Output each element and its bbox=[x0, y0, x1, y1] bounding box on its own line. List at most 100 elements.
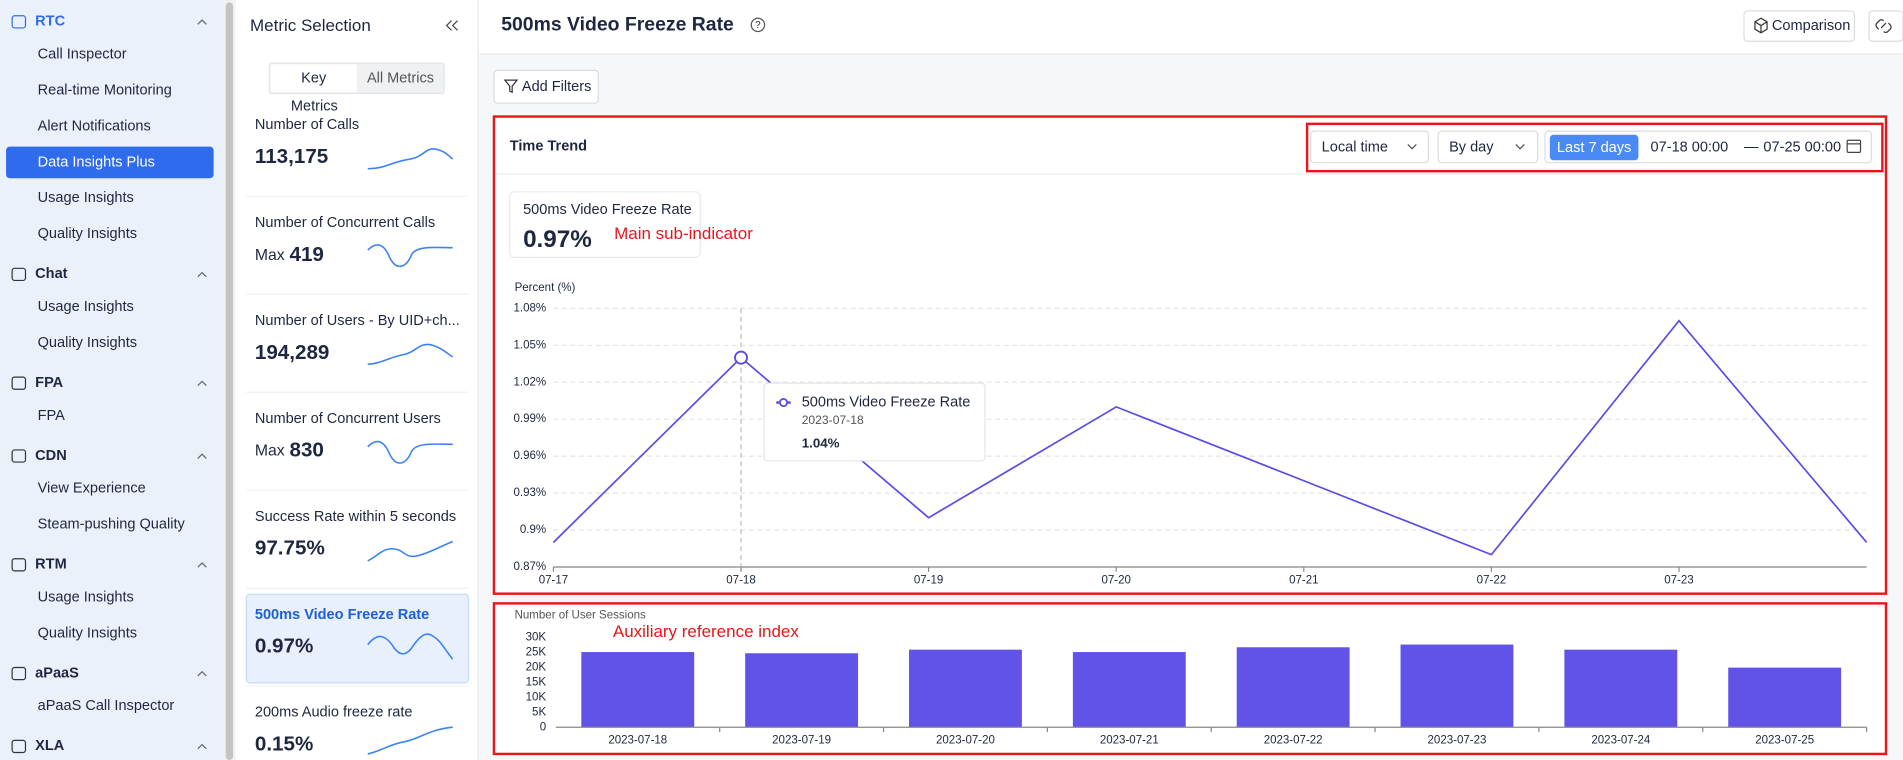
y-tick-label: 25K bbox=[526, 646, 547, 658]
sparkline bbox=[367, 148, 454, 170]
highlight-box bbox=[1305, 122, 1884, 173]
metric-number: 419 bbox=[290, 243, 324, 266]
section-label: Metrics bbox=[291, 99, 338, 115]
group-title[interactable]: RTC bbox=[35, 14, 65, 30]
y-tick-label: 0.9% bbox=[520, 524, 546, 536]
comparison-button[interactable] bbox=[1743, 10, 1856, 42]
group-title[interactable]: Chat bbox=[35, 266, 67, 282]
nav-item[interactable]: Real-time Monitoring bbox=[38, 82, 172, 98]
calendar-icon bbox=[1846, 139, 1862, 153]
group-icon bbox=[11, 666, 27, 681]
tooltip-legend-dot bbox=[778, 397, 789, 408]
timezone-select[interactable] bbox=[1310, 130, 1430, 164]
metric-number: 0.15% bbox=[255, 733, 313, 756]
nav-item[interactable]: Usage Insights bbox=[38, 299, 134, 315]
x-tick-label: 07-18 bbox=[726, 574, 755, 586]
highlight-box bbox=[492, 115, 1888, 595]
help-icon[interactable] bbox=[750, 17, 766, 33]
group-title[interactable]: CDN bbox=[35, 448, 67, 464]
metric-name[interactable]: Success Rate within 5 seconds bbox=[255, 509, 456, 525]
metric-value: Max 830 bbox=[255, 439, 324, 462]
tab[interactable]: Key bbox=[301, 71, 327, 87]
sub-indicator-card[interactable] bbox=[509, 191, 701, 258]
y-axis-title: Percent (%) bbox=[515, 282, 576, 294]
sub-indicator-value: 0.97% bbox=[523, 226, 592, 253]
group-icon bbox=[11, 739, 27, 754]
sparkline bbox=[367, 726, 453, 755]
link-icon bbox=[1875, 19, 1892, 34]
nav-item-active bbox=[6, 146, 214, 179]
metric-name[interactable]: Number of Calls bbox=[255, 117, 359, 133]
x-tick-label: 2023-07-22 bbox=[1264, 735, 1323, 747]
nav-item[interactable]: FPA bbox=[38, 408, 66, 424]
range-start: 07-18 00:00 bbox=[1651, 139, 1729, 155]
group-chevron[interactable] bbox=[197, 380, 207, 387]
nav-item[interactable]: Data Insights Plus bbox=[38, 154, 155, 170]
nav-item[interactable]: Call Inspector bbox=[38, 46, 127, 62]
scrollbar-thumb[interactable] bbox=[225, 2, 234, 760]
group-title[interactable]: XLA bbox=[35, 738, 65, 754]
metric-prefix: Max bbox=[255, 247, 285, 264]
tab-active[interactable] bbox=[270, 64, 357, 93]
sidebar bbox=[0, 0, 224, 760]
nav-item[interactable]: Alert Notifications bbox=[38, 118, 151, 134]
group-chevron[interactable] bbox=[197, 271, 207, 278]
metric-name[interactable]: 500ms Video Freeze Rate bbox=[255, 607, 429, 623]
x-tick-label: 2023-07-23 bbox=[1428, 735, 1487, 747]
add-filters-button[interactable] bbox=[493, 69, 599, 104]
nav-item[interactable]: Usage Insights bbox=[38, 589, 134, 605]
cube-icon bbox=[1754, 17, 1768, 34]
metric-value: 0.15% bbox=[255, 733, 313, 756]
nav-item[interactable]: Quality Insights bbox=[38, 335, 137, 351]
group-title[interactable]: FPA bbox=[35, 375, 64, 391]
metric-number: 97.75% bbox=[255, 537, 325, 560]
x-tick-label: 07-20 bbox=[1101, 574, 1130, 586]
y-axis-title: Number of User Sessions bbox=[515, 610, 646, 622]
y-tick-label: 0 bbox=[540, 721, 546, 733]
sparkline bbox=[367, 540, 453, 562]
metric-number: 194,289 bbox=[255, 341, 330, 364]
metric-value: 113,175 bbox=[255, 145, 328, 168]
group-chevron[interactable] bbox=[197, 453, 207, 459]
y-tick-label: 1.02% bbox=[513, 376, 546, 388]
y-tick-label: 0.96% bbox=[513, 450, 546, 462]
collapse-icon[interactable] bbox=[445, 20, 458, 31]
group-chevron[interactable] bbox=[197, 743, 207, 750]
bar bbox=[1400, 644, 1514, 728]
y-tick-label: 20K bbox=[526, 661, 547, 673]
sparkline bbox=[367, 343, 454, 366]
tooltip-value: 1.04% bbox=[802, 435, 840, 450]
bar bbox=[745, 653, 859, 728]
nav-item[interactable]: Quality Insights bbox=[38, 625, 137, 641]
nav-item[interactable]: aPaaS Call Inspector bbox=[38, 698, 175, 714]
group-title[interactable]: RTM bbox=[35, 557, 67, 573]
nav-item[interactable]: Usage Insights bbox=[38, 190, 134, 206]
y-tick-label: 0.87% bbox=[513, 561, 546, 573]
nav-item[interactable]: Quality Insights bbox=[38, 226, 137, 242]
group-icon bbox=[11, 15, 27, 29]
metric-name[interactable]: Number of Concurrent Calls bbox=[255, 215, 435, 231]
sparkline bbox=[367, 244, 453, 268]
group-title[interactable]: aPaaS bbox=[35, 665, 79, 681]
tab[interactable]: All Metrics bbox=[367, 71, 434, 87]
link-button[interactable] bbox=[1868, 10, 1903, 42]
granularity-select[interactable] bbox=[1437, 130, 1539, 164]
bar bbox=[1236, 647, 1350, 728]
group-chevron[interactable] bbox=[197, 19, 207, 25]
chevron bbox=[1515, 144, 1525, 150]
group-chevron[interactable] bbox=[197, 670, 207, 677]
metric-name[interactable]: 200ms Audio freeze rate bbox=[255, 705, 413, 721]
metric-value: Max 419 bbox=[255, 243, 324, 266]
metric-name[interactable]: Number of Concurrent Users bbox=[255, 411, 441, 427]
nav-item[interactable]: Steam-pushing Quality bbox=[38, 517, 186, 533]
x-tick-label: 07-19 bbox=[914, 574, 943, 586]
bar bbox=[581, 652, 695, 728]
nav-item[interactable]: View Experience bbox=[38, 481, 146, 497]
highlight-box bbox=[492, 602, 1888, 756]
metric-name[interactable]: Number of Users - By UID+ch... bbox=[255, 313, 460, 329]
group-chevron[interactable] bbox=[197, 562, 207, 568]
group-icon bbox=[11, 376, 27, 390]
range-preset[interactable] bbox=[1549, 134, 1639, 161]
